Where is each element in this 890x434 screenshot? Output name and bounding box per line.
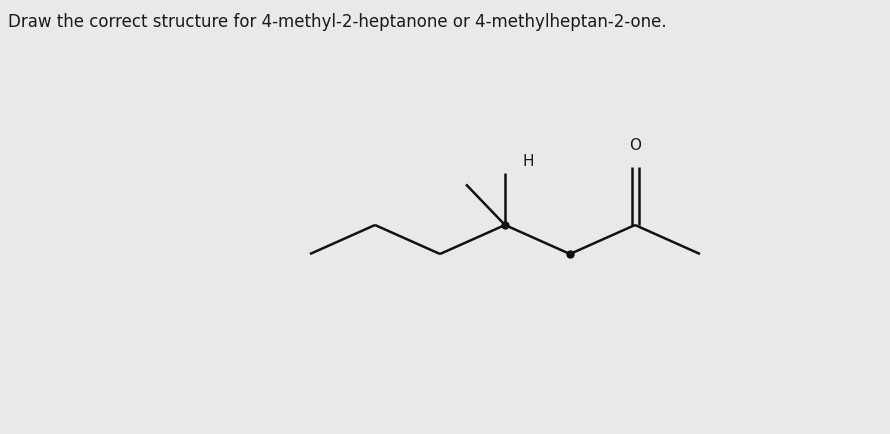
Text: O: O <box>629 138 641 153</box>
Text: Draw the correct structure for 4-methyl-2-heptanone or 4-methylheptan-2-one.: Draw the correct structure for 4-methyl-… <box>8 13 667 31</box>
Text: H: H <box>522 153 533 168</box>
